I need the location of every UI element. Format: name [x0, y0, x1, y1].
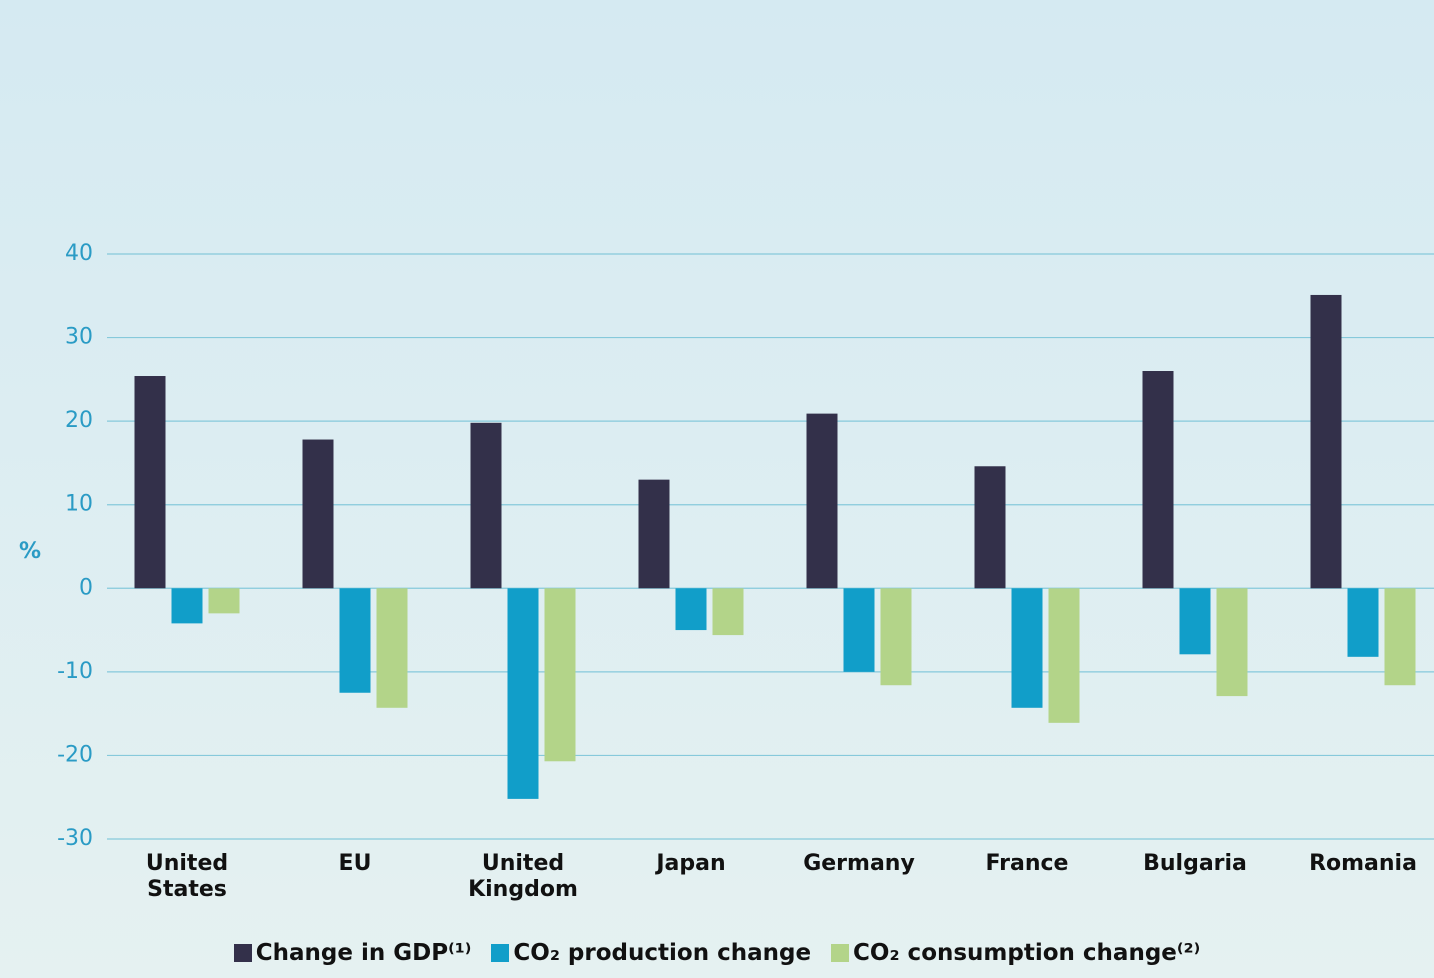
bar [806, 413, 838, 589]
bar [1011, 588, 1043, 708]
y-tick-label: -20 [57, 742, 93, 767]
bar [712, 588, 744, 636]
bar [544, 588, 576, 762]
x-tick-label: Romania [1309, 851, 1417, 876]
bar [675, 588, 707, 631]
y-tick-label: -30 [57, 826, 93, 851]
y-tick-label: 30 [65, 325, 93, 350]
bar [1347, 588, 1379, 657]
x-tick-label: Germany [803, 851, 915, 876]
legend-label: Change in GDP⁽¹⁾ [255, 940, 472, 966]
legend-item: CO₂ production change [491, 940, 811, 966]
bar [134, 376, 166, 589]
legend-label: CO₂ consumption change⁽²⁾ [853, 940, 1201, 966]
legend-item: CO₂ consumption change⁽²⁾ [831, 940, 1200, 966]
bar [1142, 371, 1174, 589]
x-tick-label: United States [145, 851, 229, 902]
bar [1384, 588, 1416, 686]
y-axis-label: % [19, 539, 41, 564]
y-tick-label: 10 [65, 492, 93, 517]
bar [470, 422, 502, 589]
bar [171, 588, 203, 624]
bar [1048, 588, 1080, 723]
y-tick-label: -10 [57, 659, 93, 684]
y-tick-label: 40 [65, 241, 93, 266]
x-tick-label: EU [338, 851, 372, 876]
bar [339, 588, 371, 693]
y-tick-label: 0 [79, 575, 93, 600]
legend-swatch [831, 944, 850, 962]
legend: Change in GDP⁽¹⁾ CO₂ production change CO₂… [0, 940, 1434, 966]
legend-swatch [491, 944, 510, 962]
x-tick-label: France [985, 851, 1069, 876]
bar [376, 588, 408, 708]
bar [507, 588, 539, 799]
bar [843, 588, 875, 672]
bar [880, 588, 912, 686]
x-tick-label: Japan [656, 851, 726, 876]
legend-swatch [233, 944, 252, 962]
legend-label: CO₂ production change [513, 940, 812, 966]
bar [974, 466, 1006, 589]
bar [302, 439, 334, 589]
bar [1179, 588, 1211, 655]
legend-item: Change in GDP⁽¹⁾ [233, 940, 472, 966]
bar [208, 588, 240, 614]
bar [1310, 294, 1342, 589]
x-tick-label: Bulgaria [1143, 851, 1247, 876]
x-tick-label: United Kingdom [468, 851, 578, 902]
bar [638, 479, 670, 589]
y-tick-label: 20 [65, 408, 93, 433]
bar [1216, 588, 1248, 697]
